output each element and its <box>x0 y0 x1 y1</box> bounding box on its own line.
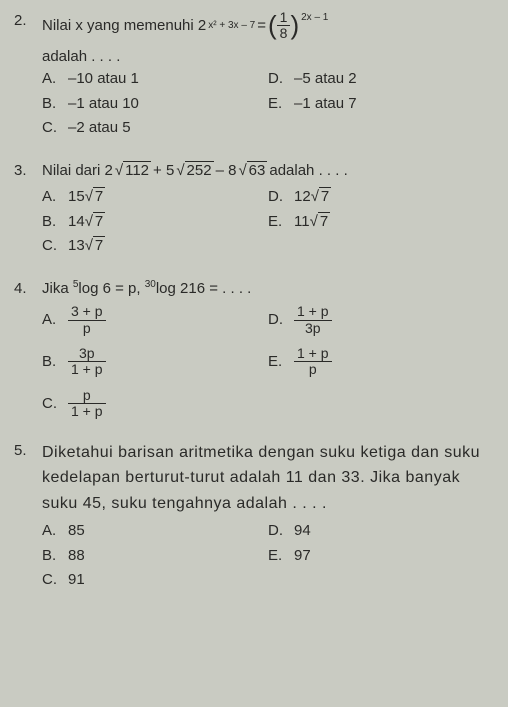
q5-opt-e: E.97 <box>268 545 494 568</box>
q4-number: 4. <box>14 278 42 301</box>
q5-number: 5. <box>14 440 42 463</box>
q4-opt-c: C.p1 + p <box>42 388 268 420</box>
question-3: 3. Nilai dari 2√112 + 5√252 – 8√63 adala… <box>14 160 494 260</box>
q3-opt-b: B.14√7 <box>42 211 268 234</box>
question-4: 4. Jika 5log 6 = p, 30log 216 = . . . . … <box>14 278 494 422</box>
q3-number: 3. <box>14 160 42 183</box>
q2-opt-d: D.–5 atau 2 <box>268 68 494 91</box>
q3-opt-d: D.12√7 <box>268 186 494 209</box>
q5-opt-d: D.94 <box>268 520 494 543</box>
q3-opt-a: A.15√7 <box>42 186 268 209</box>
q3-stem: Nilai dari 2√112 + 5√252 – 8√63 adalah .… <box>42 160 494 183</box>
q2-text-a: Nilai x yang memenuhi 2 <box>42 15 206 38</box>
q2-opt-e: E.–1 atau 7 <box>268 93 494 116</box>
question-5: 5. Diketahui barisan aritmetika dengan s… <box>14 440 494 594</box>
q2-options: A.–10 atau 1 B.–1 atau 10 C.–2 atau 5 D.… <box>42 68 494 142</box>
q2-opt-b: B.–1 atau 10 <box>42 93 268 116</box>
q4-opt-d: D.1 + p3p <box>268 304 494 336</box>
q2-opt-c: C.–2 atau 5 <box>42 117 268 140</box>
q2-eq: = <box>257 15 266 38</box>
q2-stem-b: adalah . . . . <box>42 46 494 69</box>
q2-opt-a: A.–10 atau 1 <box>42 68 268 91</box>
q4-opt-e: E.1 + pp <box>268 346 494 378</box>
q5-opt-c: C.91 <box>42 569 268 592</box>
q3-opt-c: C.13√7 <box>42 235 268 258</box>
q4-opt-a: A.3 + pp <box>42 304 268 336</box>
q3-opt-e: E.11√7 <box>268 211 494 234</box>
q2-fraction: ( 1 8 ) <box>268 10 299 42</box>
q4-options: A.3 + pp B.3p1 + p C.p1 + p D.1 + p3p E.… <box>42 304 494 421</box>
q5-options: A.85 B.88 C.91 D.94 E.97 <box>42 520 494 594</box>
q3-options: A.15√7 B.14√7 C.13√7 D.12√7 E.11√7 <box>42 186 494 260</box>
q5-opt-a: A.85 <box>42 520 268 543</box>
q2-number: 2. <box>14 10 42 33</box>
q5-opt-b: B.88 <box>42 545 268 568</box>
q2-stem: Nilai x yang memenuhi 2x² + 3x – 7 = ( 1… <box>42 10 494 42</box>
q2-frac-den: 8 <box>277 26 291 41</box>
q4-opt-b: B.3p1 + p <box>42 346 268 378</box>
q5-stem: Diketahui barisan aritmetika dengan suku… <box>42 440 494 517</box>
q2-frac-num: 1 <box>277 10 291 26</box>
question-2: 2. Nilai x yang memenuhi 2x² + 3x – 7 = … <box>14 10 494 142</box>
q4-stem: Jika 5log 6 = p, 30log 216 = . . . . <box>42 278 494 301</box>
